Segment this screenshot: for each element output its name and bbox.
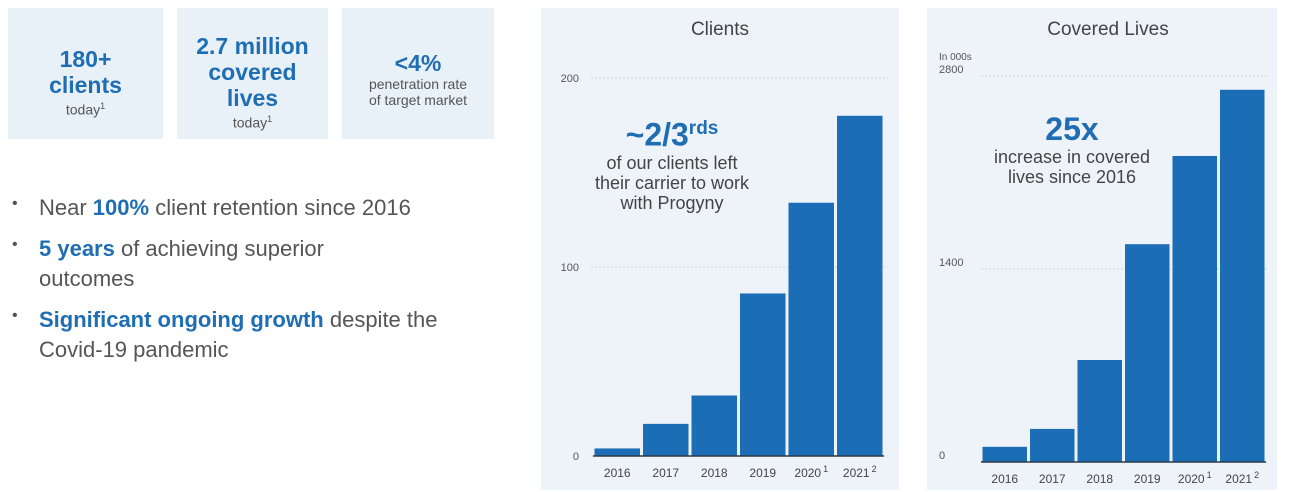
y-tick-label: 0 xyxy=(573,451,579,463)
covered-lives-callout-value: 25x xyxy=(1045,111,1099,147)
list-item: 5 years of achieving superior outcomes xyxy=(12,230,369,294)
clients-chart: Clients 0 100 200 2016 2017 2018 2019 2020 1 2021 2 xyxy=(561,19,888,480)
bar xyxy=(643,423,689,456)
list-item: Significant ongoing growth despite the C… xyxy=(12,301,439,365)
stat-clients-caption: today1 xyxy=(65,101,106,118)
x-tick-label: 2019 xyxy=(749,466,776,480)
stat-covered-lives-value: 2.7 million covered lives xyxy=(196,33,309,111)
list-item: Near 100% client retention since 2016 xyxy=(12,189,502,223)
x-tick-label: 2017 xyxy=(652,466,679,480)
x-tick-label: 2021 2 xyxy=(1225,470,1259,486)
bar xyxy=(740,293,786,456)
x-tick-label: 2021 2 xyxy=(843,464,877,480)
x-tick-label: 2016 xyxy=(991,472,1018,486)
x-tick-note: 1 xyxy=(1207,470,1212,480)
bar xyxy=(594,448,640,456)
bar xyxy=(1030,428,1075,462)
stat-penetration-card: <4% penetration rate of target market xyxy=(342,8,494,139)
clients-callout: ~2/3rds of our clients left their carrier… xyxy=(569,111,775,213)
y-tick-label: 100 xyxy=(561,262,579,274)
bar xyxy=(788,202,834,456)
y-tick-label: 2800 xyxy=(939,64,963,76)
bar xyxy=(1220,89,1265,463)
unit-note: In 000s xyxy=(939,52,972,63)
y-tick-label: 0 xyxy=(939,450,945,462)
x-tick-label: 2018 xyxy=(1086,472,1113,486)
x-tick-label: 2016 xyxy=(604,466,631,480)
stat-clients-card: 180+ clients today1 xyxy=(8,8,163,139)
covered-lives-callout-text: increase in covered lives since 2016 xyxy=(993,147,1151,187)
bar xyxy=(1125,244,1170,462)
bar xyxy=(1172,155,1217,462)
chart-title: Covered Lives xyxy=(1047,19,1168,40)
bar xyxy=(691,395,737,456)
bar xyxy=(982,446,1027,462)
clients-chart-panel: Clients 0 100 200 2016 2017 2018 2019 2020 1 2021 2… xyxy=(541,8,899,490)
bar xyxy=(1077,359,1122,462)
highlights-list: Near 100% client retention since 2016 5 … xyxy=(12,189,502,376)
bar xyxy=(837,115,883,457)
clients-callout-value: ~2/3rds xyxy=(625,116,719,153)
y-tick-label: 200 xyxy=(561,73,579,85)
covered-lives-chart-panel: Covered Lives In 000s 0 1400 2800 2016 2017 201… xyxy=(927,8,1277,490)
y-tick-label: 1400 xyxy=(939,257,963,269)
stat-covered-lives-card: 2.7 million covered lives today1 xyxy=(177,8,328,139)
stat-clients-value: 180+ clients xyxy=(49,46,122,98)
x-tick-note: 2 xyxy=(1254,470,1259,480)
x-tick-label: 2017 xyxy=(1039,472,1066,486)
stat-covered-lives-caption: today1 xyxy=(232,114,273,131)
x-tick-label: 2019 xyxy=(1134,472,1161,486)
stat-penetration-value: <4% xyxy=(394,50,442,76)
x-tick-label: 2020 1 xyxy=(794,464,828,480)
x-tick-label: 2018 xyxy=(701,466,728,480)
covered-lives-callout: 25x increase in covered lives since 2016 xyxy=(967,111,1177,187)
x-tick-label: 2020 1 xyxy=(1178,470,1212,486)
x-tick-note: 2 xyxy=(872,464,877,474)
x-tick-note: 1 xyxy=(823,464,828,474)
clients-callout-text: of our clients left their carrier to work… xyxy=(594,152,750,213)
covered-lives-chart: Covered Lives In 000s 0 1400 2800 2016 2017 201… xyxy=(939,19,1269,486)
chart-title: Clients xyxy=(691,19,749,40)
stat-penetration-caption: penetration rate of target market xyxy=(368,76,468,108)
